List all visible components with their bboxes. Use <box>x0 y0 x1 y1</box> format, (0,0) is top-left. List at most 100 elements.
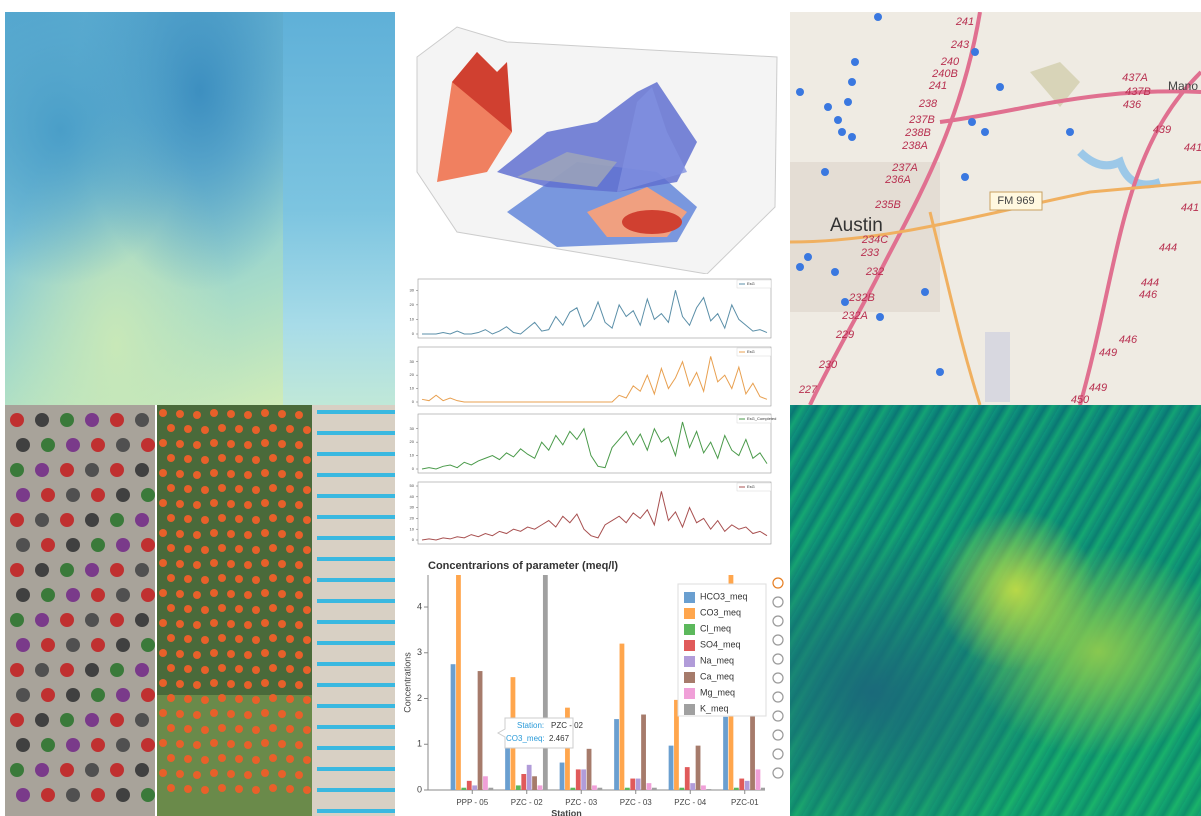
plant-marker <box>10 413 24 427</box>
row-marker <box>317 746 395 750</box>
highway-label: 450 <box>1071 394 1090 405</box>
y-tick-label: 1 <box>417 739 422 749</box>
tree-marker <box>210 409 218 417</box>
tree-marker <box>210 439 218 447</box>
tree-marker <box>252 786 260 794</box>
station-point <box>961 173 969 181</box>
highway-label: 238A <box>901 140 928 152</box>
plant-marker <box>16 438 30 452</box>
tree-marker <box>235 785 243 793</box>
row-marker <box>317 620 395 624</box>
highway-label: 237B <box>908 114 935 126</box>
toolbar-button[interactable] <box>772 729 784 741</box>
y-tick-label: 10 <box>410 386 415 391</box>
plant-marker <box>135 713 149 727</box>
legend-label: EsG <box>747 281 755 286</box>
tree-marker <box>218 724 226 732</box>
y-tick-label: 10 <box>410 526 415 531</box>
toolbar-button[interactable] <box>772 691 784 703</box>
tree-marker <box>218 634 226 642</box>
bar <box>521 773 527 790</box>
plant-marker <box>135 763 149 777</box>
tree-marker <box>278 620 286 628</box>
plant-marker <box>85 463 99 477</box>
tree-marker <box>269 514 277 522</box>
highway-label: 449 <box>1089 382 1107 394</box>
tree-marker <box>252 516 260 524</box>
toolbar-button[interactable] <box>772 653 784 665</box>
toolbar-button[interactable] <box>772 672 784 684</box>
plant-marker <box>41 638 55 652</box>
x-axis-label: Station <box>551 808 582 816</box>
toolbar-button[interactable] <box>772 577 784 589</box>
tree-marker <box>176 590 184 598</box>
tree-marker <box>295 711 303 719</box>
tree-marker <box>193 711 201 719</box>
toolbar-button[interactable] <box>772 615 784 627</box>
plot-frame <box>417 346 772 407</box>
tree-marker <box>159 529 167 537</box>
plant-marker <box>35 713 49 727</box>
bar <box>641 714 646 790</box>
tree-marker <box>210 709 218 717</box>
tree-marker <box>176 740 184 748</box>
highway-label: 441 <box>1181 202 1199 214</box>
tree-marker <box>286 605 294 613</box>
tree-marker <box>193 741 201 749</box>
plant-marker <box>41 488 55 502</box>
tree-marker <box>303 666 311 674</box>
bar <box>733 787 739 790</box>
road <box>790 180 1201 244</box>
tree-marker <box>261 649 269 657</box>
station-point <box>874 13 882 21</box>
toolbar-button[interactable] <box>772 634 784 646</box>
toolbar-button[interactable] <box>772 767 784 779</box>
tree-marker <box>235 485 243 493</box>
bar <box>679 787 685 790</box>
tree-marker <box>269 424 277 432</box>
plant-marker <box>16 488 30 502</box>
tree-marker <box>176 680 184 688</box>
plant-marker <box>141 638 155 652</box>
tree-marker <box>184 545 192 553</box>
legend-label: K_meq <box>700 703 729 713</box>
tree-marker <box>201 786 209 794</box>
tree-marker <box>176 650 184 658</box>
bar <box>461 787 467 790</box>
tree-marker <box>286 545 294 553</box>
tree-marker <box>235 545 243 553</box>
surface <box>452 52 512 132</box>
tree-marker <box>303 546 311 554</box>
toolbar-button[interactable] <box>772 710 784 722</box>
tree-marker <box>201 426 209 434</box>
tree-marker <box>235 575 243 583</box>
tree-marker <box>176 710 184 718</box>
town-label: Mano <box>1168 79 1198 93</box>
bar <box>674 699 679 790</box>
tree-marker <box>167 664 175 672</box>
toolbar-button[interactable] <box>772 596 784 608</box>
tree-marker <box>303 756 311 764</box>
tree-marker <box>295 621 303 629</box>
bar <box>614 719 619 790</box>
tree-marker <box>295 471 303 479</box>
plant-marker <box>35 413 49 427</box>
bar <box>668 745 674 790</box>
tree-marker <box>193 621 201 629</box>
plant-marker <box>116 588 130 602</box>
tree-marker <box>235 515 243 523</box>
bar <box>586 748 592 790</box>
tree-marker <box>295 741 303 749</box>
plant-marker <box>16 738 30 752</box>
highway-label: 441 <box>1184 142 1201 154</box>
row-marker <box>317 473 395 477</box>
bar <box>515 785 521 790</box>
tree-marker <box>201 636 209 644</box>
tree-marker <box>193 591 201 599</box>
plant-marker <box>16 538 30 552</box>
row-marker <box>317 809 395 813</box>
tree-marker <box>295 441 303 449</box>
tree-marker <box>278 500 286 508</box>
station-point <box>1066 128 1074 136</box>
toolbar-button[interactable] <box>772 748 784 760</box>
